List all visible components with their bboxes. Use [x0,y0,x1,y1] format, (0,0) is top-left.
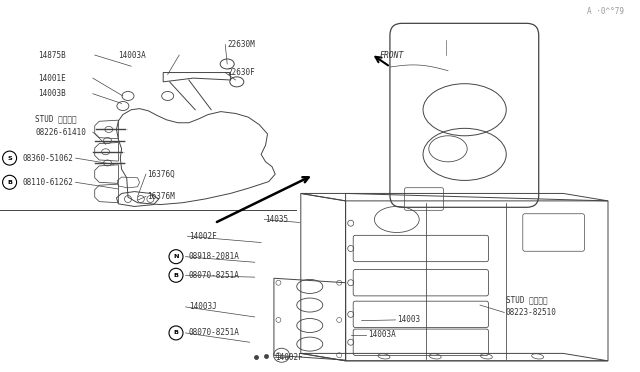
Text: 14003A: 14003A [368,330,396,339]
Text: 14875B: 14875B [38,51,66,60]
Text: 08070-8251A: 08070-8251A [189,271,239,280]
Text: 14002F: 14002F [275,353,303,362]
Text: 08223-82510: 08223-82510 [506,308,556,317]
Text: S: S [7,155,12,161]
Text: 14003A: 14003A [118,51,146,60]
Text: 16376Q: 16376Q [147,170,175,179]
Text: 14035: 14035 [266,215,289,224]
Text: 08110-61262: 08110-61262 [22,178,73,187]
Text: 08360-51062: 08360-51062 [22,154,73,163]
Text: N: N [173,254,179,259]
Text: B: B [173,330,179,336]
Text: 14001E: 14001E [38,74,66,83]
Text: 22630F: 22630F [227,68,255,77]
Text: 14003B: 14003B [38,89,66,98]
Text: B: B [173,273,179,278]
Text: 14002F: 14002F [189,232,216,241]
Text: A ·0^°79: A ·0^°79 [587,7,624,16]
Text: FRONT: FRONT [380,51,404,60]
Text: 08918-2081A: 08918-2081A [189,252,239,261]
Text: 14003J: 14003J [189,302,216,311]
Text: 22630M: 22630M [227,40,255,49]
Text: STUD スタッド: STUD スタッド [506,295,547,304]
Text: STUD スタッド: STUD スタッド [35,115,77,124]
Text: 16376M: 16376M [147,192,175,201]
Text: B: B [7,180,12,185]
Text: 14003: 14003 [397,315,420,324]
Text: 08226-61410: 08226-61410 [35,128,86,137]
Text: 08070-8251A: 08070-8251A [189,328,239,337]
